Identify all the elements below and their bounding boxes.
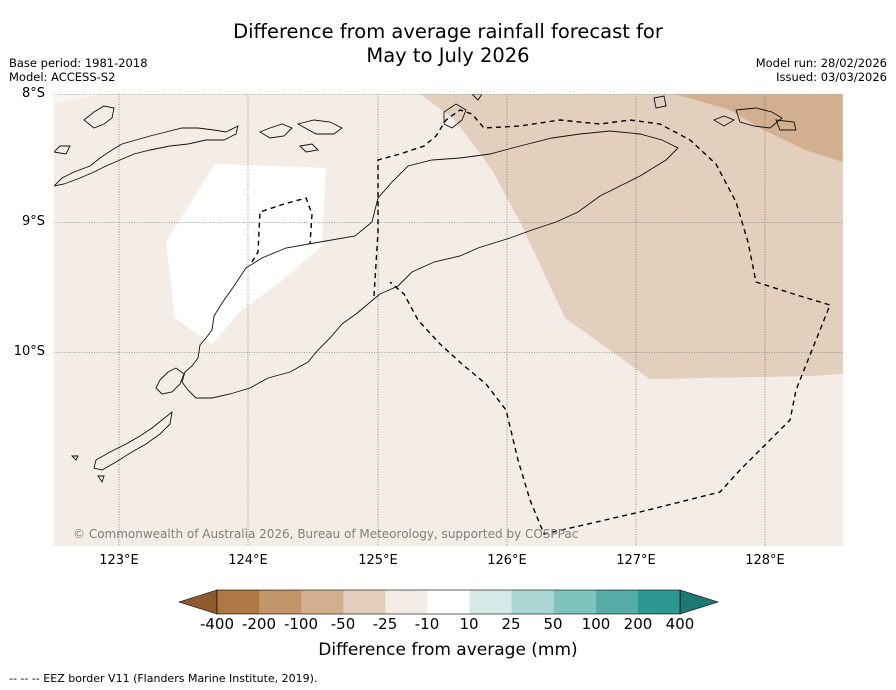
coastline-islet-c — [471, 94, 483, 101]
region-near-average — [166, 164, 326, 344]
coastline-island-d — [299, 143, 319, 153]
colorbar-segment — [553, 590, 597, 614]
cbar-label: 10 — [459, 615, 479, 633]
lon-label-123e: 123°E — [99, 553, 139, 568]
cbar-label: -100 — [283, 615, 319, 633]
map-border — [53, 93, 844, 547]
coastline-islet-a — [70, 455, 79, 461]
cbar-label: 50 — [543, 615, 563, 633]
coastline-islet-f — [735, 107, 783, 129]
colorbar-segment — [301, 590, 344, 614]
base-period: Base period: 1981-2018 — [9, 56, 148, 70]
chart-title: Difference from average rainfall forecas… — [0, 20, 896, 68]
colorbar-segment — [217, 590, 260, 614]
cbar-label: -50 — [330, 615, 356, 633]
coastline-wetar — [443, 103, 467, 129]
colorbar-segment — [385, 590, 428, 614]
copyright-notice: © Commonwealth of Australia 2026, Bureau… — [73, 527, 578, 541]
coastline-island-b — [258, 123, 293, 139]
colorbar-border — [216, 589, 681, 615]
coastlines — [54, 94, 797, 484]
lon-label-128e: 128°E — [745, 553, 785, 568]
colorbar-extend-high — [679, 589, 720, 615]
colorbar-segment — [511, 590, 555, 614]
model-name: Model: ACCESS-S2 — [9, 70, 116, 84]
coastline-islet-g — [775, 119, 797, 131]
lat-label-9s: 9°S — [21, 214, 45, 229]
cbar-label: 25 — [501, 615, 521, 633]
cbar-label: 200 — [623, 615, 653, 633]
cbar-label: 100 — [581, 615, 611, 633]
coastline-sawu — [93, 410, 173, 471]
footnote: -- -- -- EEZ border V11 (Flanders Marine… — [9, 672, 318, 685]
coastline-rote — [155, 367, 185, 395]
lat-label-10s: 10°S — [13, 344, 45, 359]
lat-label-8s: 8°S — [21, 86, 45, 101]
title-line-2: May to July 2026 — [366, 44, 530, 67]
cbar-label: -25 — [372, 615, 398, 633]
region-minus-100-to-minus-50 — [420, 94, 843, 379]
issued-date: Issued: 03/03/2026 — [776, 70, 887, 84]
meta-left: Base period: 1981-2018 Model: ACCESS-S2 — [9, 56, 148, 84]
colorbar-segment — [469, 590, 513, 614]
coastline-islet-b — [97, 475, 105, 484]
colorbar — [178, 589, 720, 615]
title-line-1: Difference from average rainfall forecas… — [233, 20, 663, 43]
colorbar-segment — [343, 590, 386, 614]
colorbar-segment — [638, 590, 681, 614]
coastline-flores — [54, 125, 239, 187]
lon-label-125e: 125°E — [358, 553, 398, 568]
meta-right: Model run: 28/02/2026 Issued: 03/03/2026 — [756, 56, 887, 84]
coastline-island-e — [54, 145, 71, 155]
eez-border — [251, 109, 831, 535]
cbar-label: -200 — [241, 615, 277, 633]
coastline-islet-e — [712, 115, 736, 127]
coastline-islet-d — [653, 95, 667, 109]
lon-label-126e: 126°E — [487, 553, 527, 568]
model-run: Model run: 28/02/2026 — [755, 56, 887, 70]
cbar-label: -10 — [414, 615, 440, 633]
colorbar-segment — [259, 590, 302, 614]
colorbar-segment — [427, 590, 471, 614]
cbar-label: -400 — [199, 615, 235, 633]
lon-label-127e: 127°E — [616, 553, 656, 568]
colorbar-segment — [595, 590, 639, 614]
coastline-island-a — [83, 105, 115, 129]
region-pale-top-left — [54, 94, 100, 104]
eez-border-oecusse — [251, 197, 313, 263]
colorbar-extend-low — [178, 589, 218, 615]
region-minus-100-strong — [675, 94, 843, 162]
coastline-timor — [181, 130, 679, 399]
colorbar-title: Difference from average (mm) — [318, 640, 578, 660]
coastline-island-c — [296, 119, 343, 135]
cbar-label: 400 — [665, 615, 695, 633]
lon-label-124e: 124°E — [228, 553, 268, 568]
